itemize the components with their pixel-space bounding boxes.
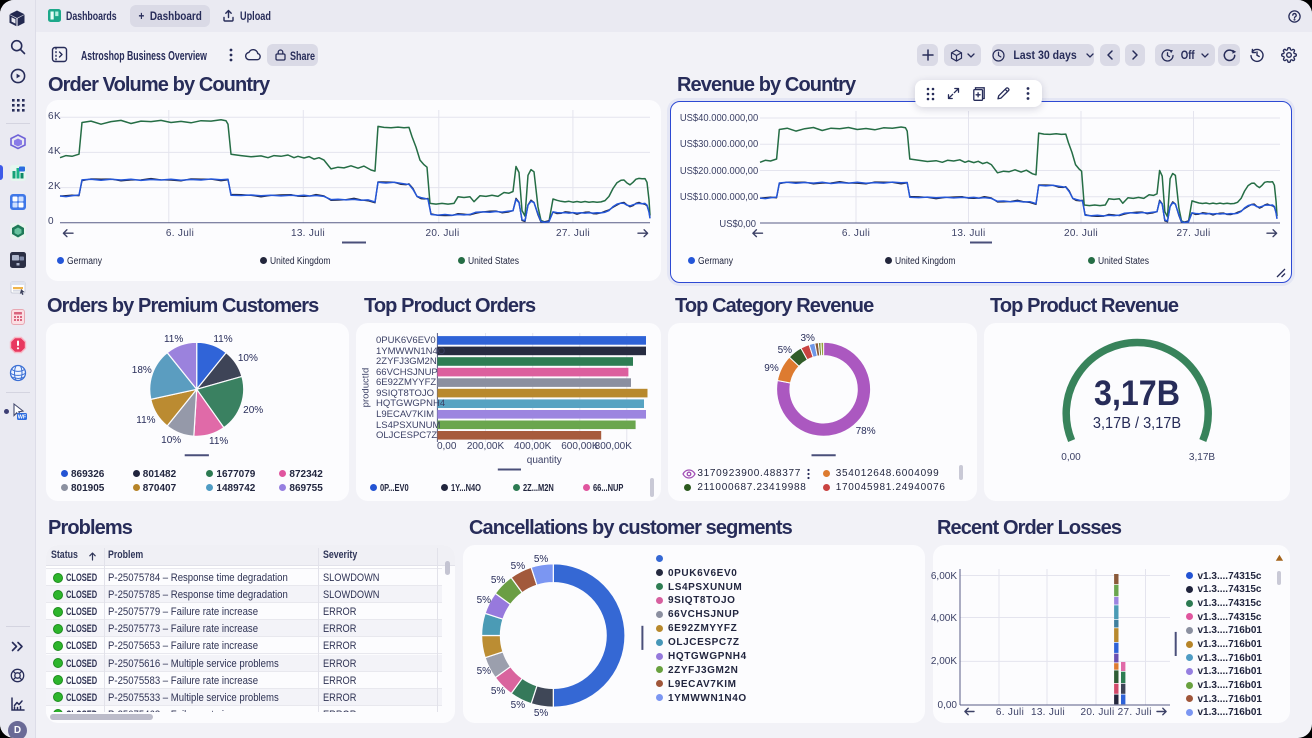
svg-text:WF: WF xyxy=(18,414,27,420)
